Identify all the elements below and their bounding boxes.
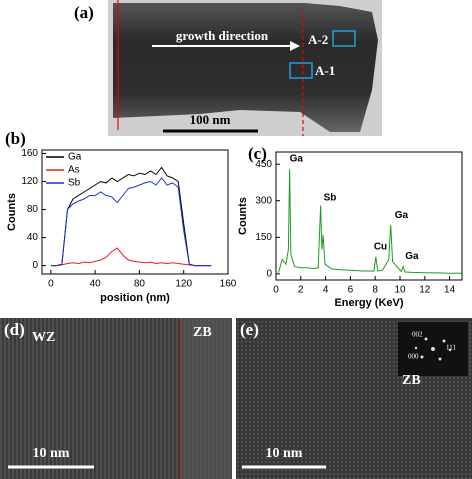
y-tick-label: 0 (266, 269, 272, 280)
x-tick-label: 0 (48, 279, 54, 290)
scale-label: 10 nm (266, 446, 303, 461)
y-axis-label: Counts (237, 197, 249, 235)
box (289, 62, 313, 79)
plot-frame (275, 151, 463, 281)
y-tick-label: 120 (21, 176, 38, 187)
fft-label: 000 (408, 353, 419, 361)
y-tick-label: 80 (27, 204, 39, 215)
fft-label: 002 (412, 331, 423, 339)
phase-label: ZB (193, 325, 212, 340)
x-tick-label: 0 (273, 285, 279, 296)
scale-label: 100 nm (190, 112, 231, 127)
panel-label: (b) (5, 129, 26, 148)
nanowire (113, 3, 378, 132)
panel-label: (d) (4, 320, 25, 339)
legend-label: Sb (68, 178, 81, 189)
x-tick-label: 14 (444, 285, 456, 296)
x-tick-label: 80 (134, 279, 146, 290)
fft-spots (414, 337, 452, 361)
x-tick-label: 40 (90, 279, 102, 290)
annotation: Ga (395, 210, 409, 221)
series-line (50, 247, 212, 267)
legend-label: As (68, 165, 80, 176)
y-tick-label: 40 (27, 232, 39, 243)
y-tick-label: 300 (255, 195, 272, 206)
scale-label: 10 nm (33, 446, 70, 461)
fft-label: 111 (446, 344, 456, 352)
arrowhead (290, 41, 300, 51)
x-tick-label: 12 (419, 285, 431, 296)
x-axis-label: Energy (KeV) (334, 297, 403, 309)
box (332, 30, 356, 47)
y-axis-label: Counts (6, 193, 18, 231)
plot-frame (41, 149, 229, 275)
x-tick-label: 160 (220, 279, 237, 290)
y-tick-label: 150 (255, 232, 272, 243)
x-tick-label: 120 (175, 279, 192, 290)
arrow-label: growth direction (176, 28, 269, 43)
series-line (50, 166, 212, 267)
image-region (180, 318, 232, 479)
panel-label: (e) (240, 320, 259, 339)
panel-e: 002 111 000 ZB (e) 10 nm (236, 318, 472, 479)
x-tick-label: 2 (298, 285, 304, 296)
panel-label: (c) (248, 144, 267, 163)
annotation: Cu (374, 241, 387, 252)
annotation: Ga (405, 251, 419, 262)
series-line (278, 169, 462, 274)
y-tick-label: 450 (255, 159, 272, 170)
annotation: Sb (324, 192, 337, 203)
annotation: Ga (290, 154, 304, 165)
x-tick-label: 10 (394, 285, 406, 296)
x-tick-label: 6 (348, 285, 354, 296)
x-tick-label: 8 (372, 285, 378, 296)
box-label: A-2 (308, 32, 328, 47)
x-axis-label: position (nm) (100, 292, 170, 304)
y-tick-label: 0 (32, 260, 38, 271)
legend-label: Ga (68, 152, 82, 163)
panel-label: (a) (74, 3, 94, 22)
x-tick-label: 4 (323, 285, 329, 296)
phase-label: WZ (32, 330, 55, 345)
box-label: A-1 (315, 63, 335, 78)
panel-a: growth direction A-2 A-1 100 nm (a) (74, 0, 382, 136)
series-line (50, 177, 212, 267)
panel-d: (d) WZ ZB 10 nm (0, 318, 232, 479)
y-tick-label: 160 (21, 148, 38, 159)
phase-label: ZB (402, 373, 421, 388)
